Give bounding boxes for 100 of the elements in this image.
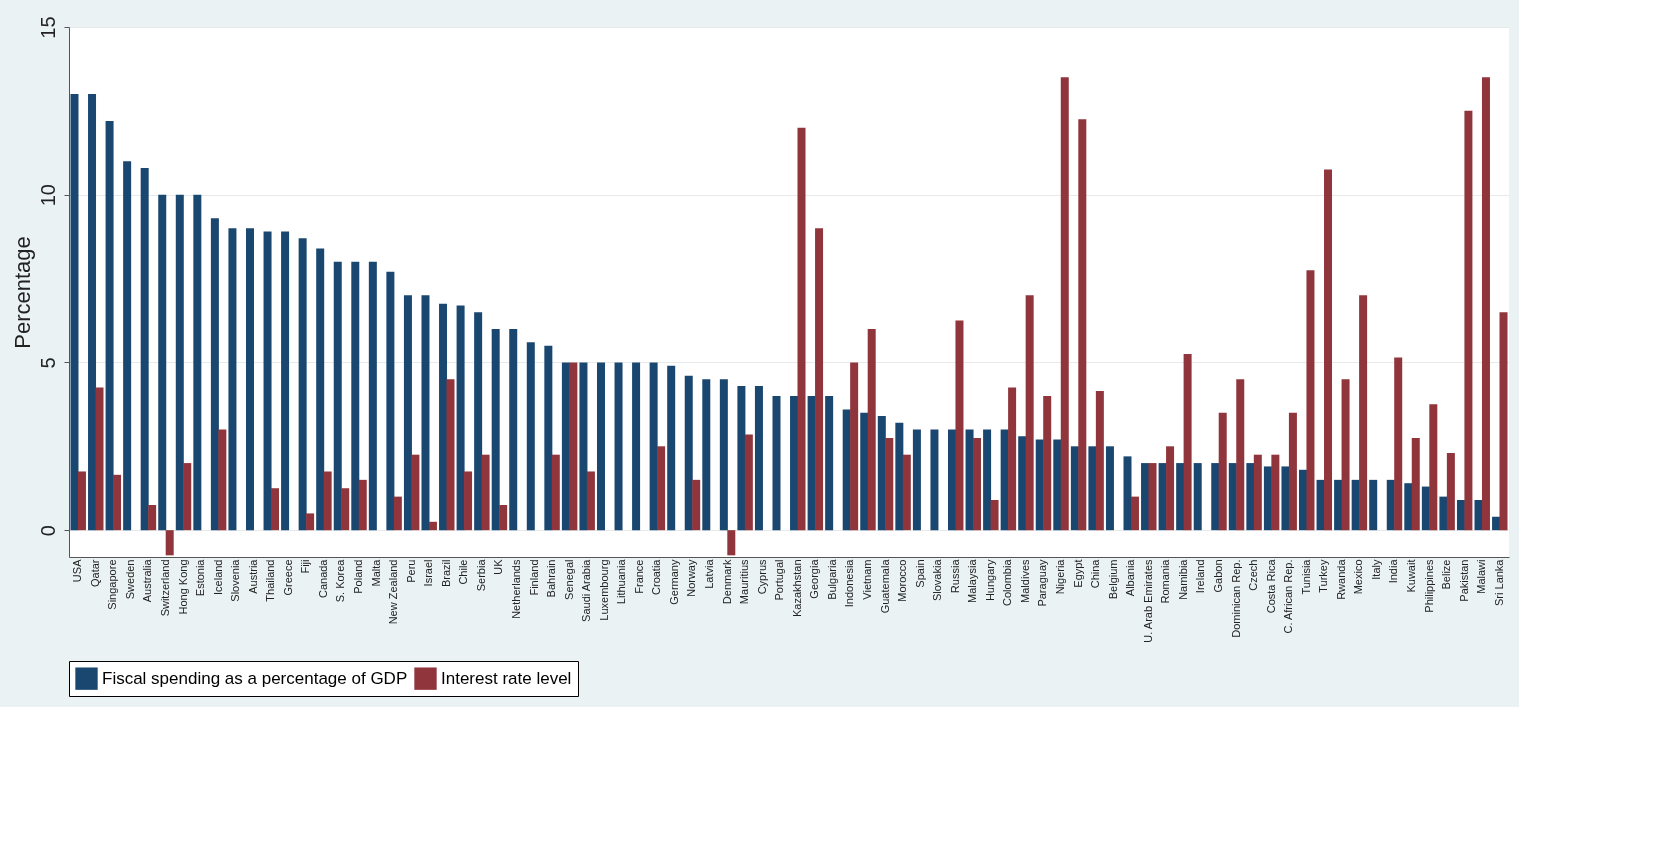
- bar: [411, 454, 420, 531]
- bar: [1088, 446, 1097, 531]
- bar: [446, 379, 455, 531]
- bar: [614, 362, 623, 531]
- x-tick-label: Cyprus: [755, 559, 768, 595]
- bar: [1183, 354, 1192, 531]
- x-tick-label: Malawi: [1475, 559, 1488, 594]
- x-tick-label: Albania: [1124, 558, 1137, 597]
- bar: [772, 395, 781, 531]
- bar: [464, 471, 473, 531]
- bar: [1105, 446, 1114, 531]
- bar: [499, 505, 508, 531]
- bar: [850, 362, 859, 531]
- bar: [386, 271, 395, 531]
- bar: [341, 488, 350, 531]
- bar: [1166, 446, 1175, 531]
- bar: [1043, 395, 1052, 531]
- bar: [1369, 479, 1378, 531]
- y-tick-label: 5: [36, 357, 59, 369]
- bar: [1148, 463, 1157, 531]
- x-tick-label: Belize: [1440, 559, 1453, 590]
- x-tick-label: Peru: [404, 559, 417, 583]
- x-tick-label: Poland: [352, 559, 365, 594]
- x-tick-label: Canada: [316, 558, 329, 599]
- bar: [481, 454, 490, 531]
- x-tick-label: Bulgaria: [825, 558, 838, 600]
- bar: [744, 434, 753, 531]
- x-tick-label: Croatia: [650, 558, 663, 595]
- x-tick-label: Hong Kong: [176, 559, 189, 615]
- bar: [70, 94, 79, 531]
- x-tick-label: Georgia: [808, 558, 821, 599]
- bar: [393, 496, 402, 531]
- bar: [912, 429, 921, 531]
- x-tick-label: Turkey: [1317, 559, 1330, 593]
- bar: [1236, 379, 1245, 531]
- x-tick-label: Spain: [913, 559, 926, 588]
- x-tick-label: Sweden: [123, 559, 136, 600]
- bar: [990, 499, 999, 531]
- bar: [657, 446, 666, 531]
- bar: [1141, 463, 1150, 531]
- x-tick-label: Senegal: [562, 559, 575, 600]
- bar: [983, 429, 992, 531]
- y-tick-label: 15: [36, 16, 59, 39]
- x-tick-label: Dominican Rep.: [1229, 559, 1242, 638]
- bar: [439, 303, 448, 531]
- bar: [271, 488, 279, 531]
- bar: [1464, 110, 1473, 531]
- bar: [1253, 454, 1262, 531]
- bar: [1130, 496, 1139, 531]
- x-tick-label: Hungary: [983, 559, 996, 602]
- bar: [1439, 496, 1448, 531]
- x-tick-label: Nigeria: [1054, 558, 1067, 595]
- x-tick-label: Qatar: [88, 559, 101, 588]
- bar: [218, 429, 227, 531]
- bar: [1246, 463, 1255, 531]
- bar: [1334, 479, 1343, 531]
- bar: [1411, 437, 1420, 531]
- bar: [1446, 453, 1455, 531]
- bar: [649, 362, 658, 531]
- bar: [1008, 387, 1017, 531]
- bar: [737, 385, 746, 531]
- x-tick-label: Israel: [422, 559, 435, 587]
- bar: [263, 231, 272, 531]
- bar: [1281, 466, 1290, 531]
- x-tick-label: Greece: [281, 559, 294, 596]
- y-tick-label: 10: [36, 184, 59, 207]
- bar: [727, 530, 736, 556]
- bar: [867, 328, 876, 531]
- bar: [877, 416, 886, 531]
- bar: [403, 295, 412, 531]
- bar: [210, 218, 219, 531]
- x-tick-label: Belgium: [1106, 559, 1119, 600]
- bar: [158, 194, 167, 531]
- x-tick-label: Namibia: [1176, 558, 1189, 600]
- x-tick-label: Estonia: [194, 558, 207, 597]
- bar: [702, 379, 711, 531]
- x-tick-label: Serbia: [474, 558, 487, 592]
- bar: [930, 429, 939, 531]
- x-tick-label: Austria: [246, 558, 259, 594]
- x-tick-label: Singapore: [106, 559, 119, 610]
- x-tick-label: Maldives: [1018, 559, 1031, 603]
- x-tick-label: Guatemala: [878, 558, 891, 614]
- bar: [281, 231, 290, 531]
- x-tick-label: Chile: [457, 559, 470, 585]
- x-tick-label: Malaysia: [966, 558, 979, 603]
- x-tick-label: Australia: [141, 558, 154, 603]
- bar: [333, 261, 342, 531]
- x-tick-label: India: [1387, 558, 1400, 584]
- bar: [825, 395, 834, 531]
- x-tick-label: Philippines: [1422, 559, 1435, 613]
- bar: [1095, 390, 1104, 531]
- x-tick-label: Denmark: [720, 559, 733, 605]
- bar: [306, 513, 315, 531]
- bar: [719, 379, 728, 531]
- x-tick-label: Italy: [1369, 559, 1382, 580]
- bar: [358, 479, 367, 531]
- bar: [526, 342, 535, 531]
- bar: [885, 437, 894, 531]
- bar: [790, 395, 799, 531]
- x-tick-label: Bahrain: [545, 559, 558, 598]
